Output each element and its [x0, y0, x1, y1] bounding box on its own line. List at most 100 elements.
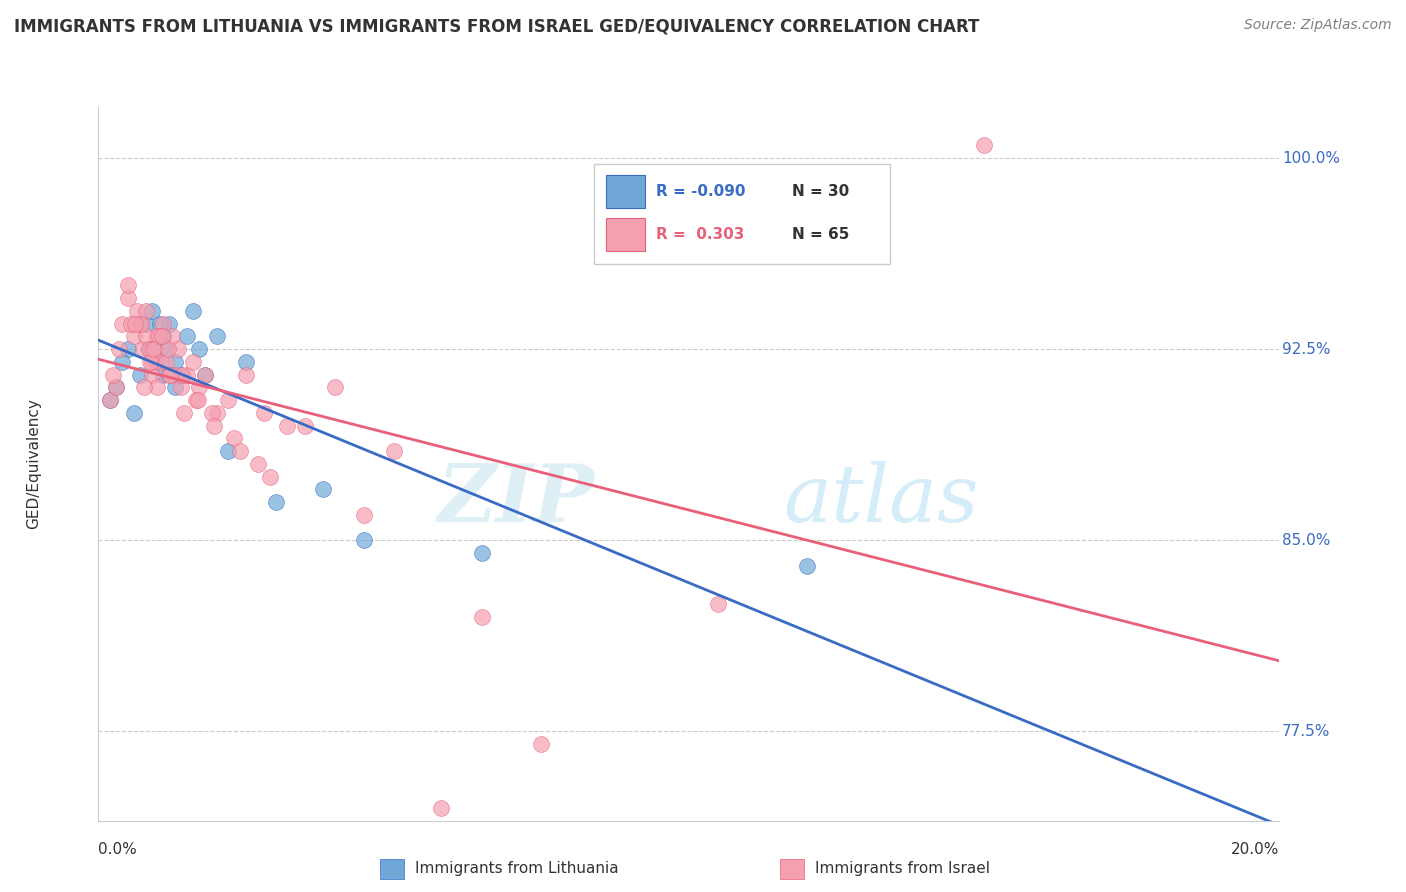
Point	[205, 406, 228, 420]
Point	[157, 317, 180, 331]
Point	[143, 342, 166, 356]
Point	[135, 317, 157, 331]
Point	[139, 355, 162, 369]
Point	[132, 342, 155, 356]
Point	[246, 457, 269, 471]
Point	[125, 304, 148, 318]
Point	[194, 368, 217, 382]
Point	[276, 418, 298, 433]
Point	[201, 406, 224, 420]
Point	[382, 444, 405, 458]
Point	[141, 368, 163, 382]
Point	[128, 368, 150, 382]
Point	[187, 342, 209, 356]
Point	[120, 317, 142, 331]
Point	[707, 597, 730, 611]
Point	[155, 355, 177, 369]
Point	[98, 393, 121, 408]
Text: Source: ZipAtlas.com: Source: ZipAtlas.com	[1244, 18, 1392, 32]
Point	[117, 291, 139, 305]
Point	[205, 329, 228, 343]
FancyBboxPatch shape	[595, 164, 890, 264]
Text: N = 65: N = 65	[793, 227, 849, 242]
Text: 85.0%: 85.0%	[1282, 533, 1330, 548]
Text: R = -0.090: R = -0.090	[657, 184, 747, 199]
Point	[430, 801, 453, 815]
Point	[117, 278, 139, 293]
Text: IMMIGRANTS FROM LITHUANIA VS IMMIGRANTS FROM ISRAEL GED/EQUIVALENCY CORRELATION : IMMIGRANTS FROM LITHUANIA VS IMMIGRANTS …	[14, 18, 980, 36]
Point	[111, 355, 134, 369]
Point	[181, 304, 204, 318]
Point	[142, 342, 165, 356]
Point	[172, 368, 194, 382]
Point	[235, 368, 257, 382]
Point	[973, 138, 995, 153]
Point	[149, 317, 172, 331]
Point	[138, 342, 160, 356]
Point	[134, 380, 156, 394]
Point	[229, 444, 252, 458]
Text: R =  0.303: R = 0.303	[657, 227, 745, 242]
Point	[98, 393, 121, 408]
Text: Immigrants from Israel: Immigrants from Israel	[815, 862, 990, 876]
Point	[146, 329, 169, 343]
Text: 0.0%: 0.0%	[98, 842, 138, 857]
Point	[312, 483, 335, 497]
Point	[155, 342, 177, 356]
Point	[152, 317, 174, 331]
Point	[217, 393, 239, 408]
Point	[323, 380, 346, 394]
Point	[194, 368, 217, 382]
Point	[176, 329, 198, 343]
FancyBboxPatch shape	[606, 175, 644, 208]
Point	[353, 533, 375, 548]
Point	[170, 368, 193, 382]
Point	[187, 380, 209, 394]
Point	[129, 317, 152, 331]
Text: Immigrants from Lithuania: Immigrants from Lithuania	[415, 862, 619, 876]
Point	[157, 368, 180, 382]
Point	[173, 406, 195, 420]
Text: atlas: atlas	[783, 461, 979, 538]
Point	[150, 329, 173, 343]
Point	[128, 317, 150, 331]
Text: 20.0%: 20.0%	[1232, 842, 1279, 857]
Point	[162, 329, 183, 343]
Point	[202, 418, 225, 433]
Point	[471, 546, 494, 560]
Point	[167, 342, 190, 356]
Point	[149, 355, 172, 369]
Point	[122, 329, 145, 343]
Point	[170, 380, 193, 394]
Point	[159, 368, 181, 382]
Point	[152, 368, 174, 382]
Point	[796, 558, 818, 573]
Text: N = 30: N = 30	[793, 184, 849, 199]
Point	[103, 368, 125, 382]
Point	[184, 393, 207, 408]
Point	[157, 342, 180, 356]
Point	[165, 380, 187, 394]
Text: 92.5%: 92.5%	[1282, 342, 1330, 357]
Point	[141, 304, 163, 318]
Point	[235, 355, 257, 369]
Point	[152, 329, 174, 343]
Point	[105, 380, 128, 394]
FancyBboxPatch shape	[606, 218, 644, 251]
Point	[105, 380, 128, 394]
Point	[111, 317, 134, 331]
Point	[165, 355, 187, 369]
Point	[294, 418, 316, 433]
Point	[122, 406, 145, 420]
Point	[259, 469, 281, 483]
Point	[264, 495, 287, 509]
Point	[165, 368, 187, 382]
Text: 77.5%: 77.5%	[1282, 724, 1330, 739]
Point	[135, 304, 157, 318]
Point	[217, 444, 239, 458]
Point	[176, 368, 198, 382]
Point	[108, 342, 131, 356]
Point	[181, 355, 204, 369]
Point	[146, 355, 169, 369]
Point	[353, 508, 375, 522]
